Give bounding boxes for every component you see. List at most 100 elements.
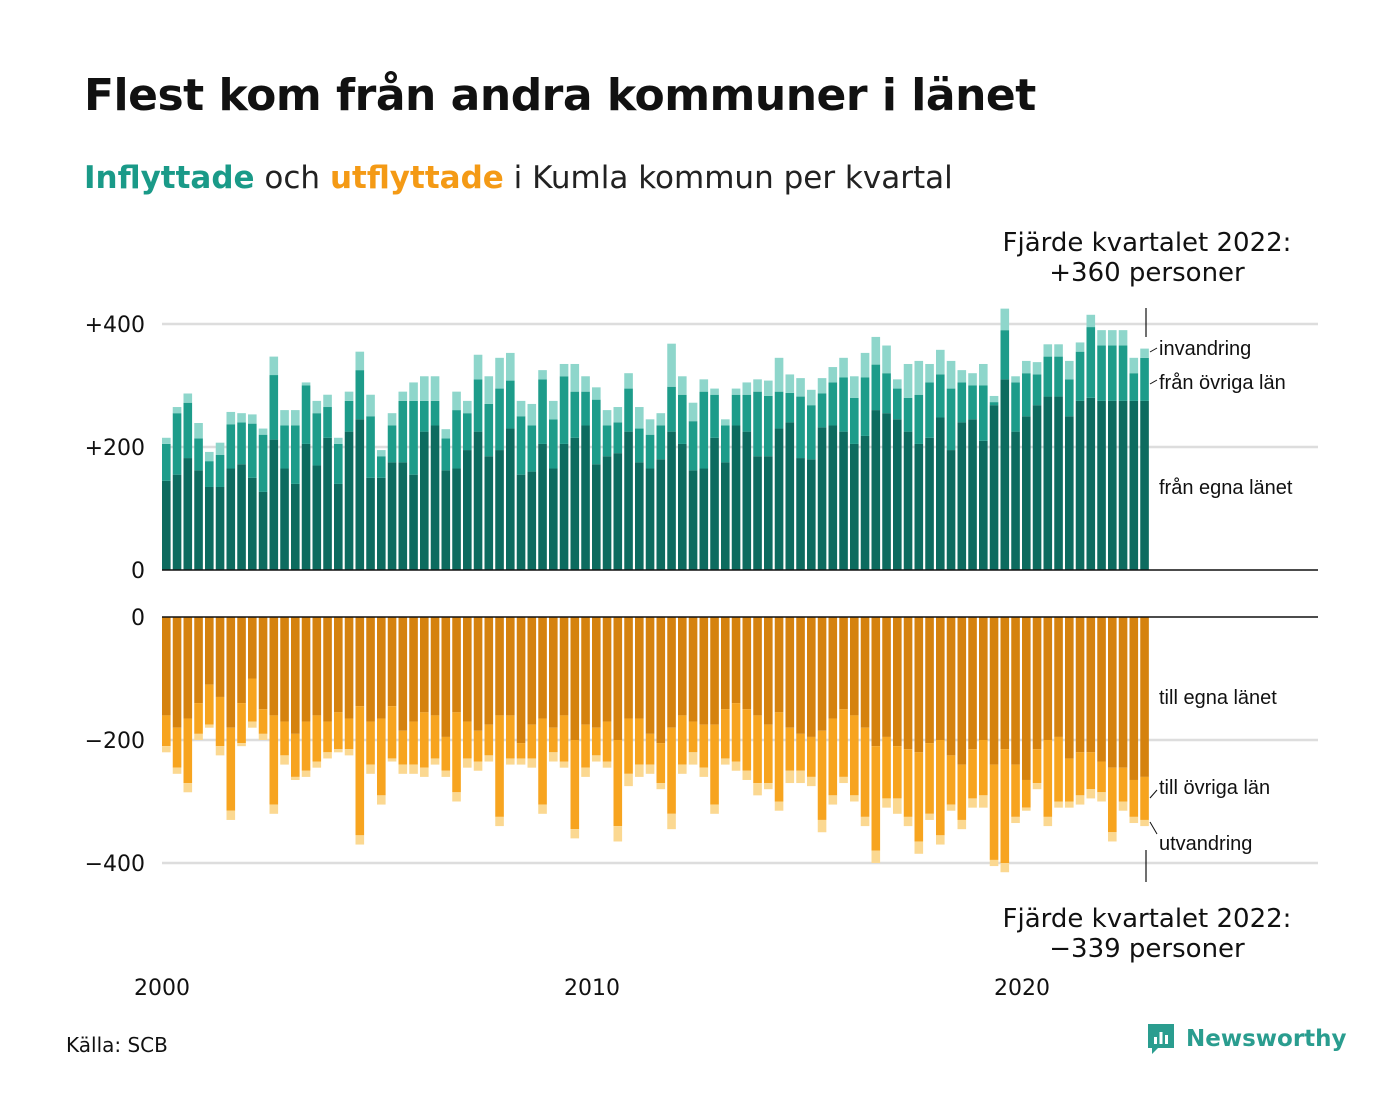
bar-segment	[516, 743, 526, 759]
bar-segment	[1086, 327, 1096, 398]
bar-segment	[753, 456, 762, 570]
bar-segment	[323, 437, 332, 570]
bar-segment	[538, 379, 547, 444]
bar-segment	[785, 374, 795, 393]
bar-segment	[742, 394, 752, 432]
bar-segment	[237, 703, 246, 744]
bar-segment	[1065, 801, 1074, 808]
bar-segment	[1129, 816, 1139, 824]
bar-segment	[721, 617, 730, 710]
bar-segment	[742, 709, 752, 771]
bar-segment	[538, 443, 547, 571]
bar-segment	[248, 678, 257, 722]
bar-segment	[613, 826, 623, 842]
bar-segment	[366, 721, 375, 765]
bar-segment	[860, 377, 870, 436]
bar-segment	[1108, 767, 1117, 833]
bar-segment	[1011, 382, 1020, 432]
bar-segment	[570, 391, 580, 438]
bar-segment	[871, 336, 881, 365]
bar-segment	[1032, 362, 1042, 375]
bar-segment	[484, 617, 494, 725]
bar-segment	[248, 423, 257, 478]
bar-segment	[377, 795, 386, 805]
brand[interactable]: Newsworthy	[1146, 1022, 1347, 1056]
bar-segment	[936, 374, 945, 418]
bar-segment	[172, 474, 182, 571]
bar-segment	[237, 413, 246, 423]
bar-segment	[430, 617, 440, 716]
bar-segment	[710, 724, 719, 805]
bar-segment	[903, 363, 913, 398]
bar-segment	[882, 373, 891, 414]
bar-segment	[1129, 357, 1139, 374]
bar-segment	[291, 733, 300, 777]
bar-segment	[473, 761, 483, 771]
bar-segment	[925, 363, 934, 383]
bar-segment	[592, 399, 601, 465]
bar-segment	[237, 422, 246, 465]
bar-segment	[850, 795, 859, 802]
leader-line	[1149, 379, 1158, 385]
bar-segment	[581, 724, 590, 768]
bar-segment	[1022, 373, 1031, 417]
bar-segment	[1129, 373, 1139, 401]
bar-segment	[667, 813, 676, 830]
y-tick-label: 0	[131, 559, 145, 584]
bar-segment	[1108, 345, 1117, 401]
leader-line	[1149, 789, 1158, 799]
bar-segment	[484, 755, 494, 762]
label-layer: 0 +200 +400 från egna länet från övriga län i…	[85, 313, 1293, 1001]
bar-segment	[398, 764, 408, 774]
bar-segment	[215, 696, 225, 747]
bar-segment	[269, 356, 279, 376]
segment-label: från övriga län	[1159, 372, 1286, 394]
bar-segment	[506, 352, 515, 381]
bar-segment	[678, 376, 687, 395]
bar-segment	[1129, 779, 1139, 817]
bar-segment	[860, 352, 870, 378]
bar-segment	[871, 746, 881, 851]
bar-segment	[334, 749, 343, 753]
bar-segment	[312, 761, 322, 768]
bar-segment	[968, 373, 977, 386]
bar-segment	[527, 617, 537, 725]
bar-segment	[764, 395, 773, 457]
bar-segment	[226, 411, 236, 425]
bar-segment	[688, 617, 698, 722]
bar-segment	[989, 405, 999, 570]
bar-segment	[1000, 617, 1010, 750]
bar-segment	[516, 758, 526, 765]
bar-segment	[473, 431, 483, 571]
bar-segment	[527, 724, 537, 759]
bar-segment	[301, 721, 311, 771]
bar-segment	[667, 386, 676, 432]
bar-segment	[581, 617, 590, 725]
subtitle-utflyttade: utflyttade	[329, 160, 504, 196]
bottom-annotation-line1: Fjärde kvartalet 2022:	[1003, 904, 1292, 934]
bar-segment	[484, 724, 494, 756]
bar-segment	[172, 413, 182, 475]
bar-segment	[785, 727, 795, 771]
bar-segment	[355, 351, 365, 371]
bar-segment	[1043, 740, 1053, 817]
bar-segment	[1108, 832, 1117, 842]
bar-segment	[645, 764, 655, 774]
bar-segment	[592, 387, 601, 400]
bar-segment	[753, 379, 762, 392]
bar-segment	[473, 379, 483, 432]
bar-segment	[946, 617, 956, 756]
bar-segment	[742, 617, 752, 710]
bar-segment	[495, 450, 504, 570]
bar-segment	[506, 715, 515, 759]
bar-segment	[1011, 617, 1020, 765]
bar-segment	[645, 434, 655, 469]
bar-segment	[172, 767, 182, 774]
bar-segment	[979, 617, 988, 740]
bar-segment	[1118, 801, 1128, 811]
bar-segment	[409, 382, 418, 401]
bar-segment	[850, 376, 859, 398]
bar-segment	[817, 730, 827, 820]
bar-segment	[1032, 374, 1042, 406]
bar-segment	[334, 483, 343, 570]
